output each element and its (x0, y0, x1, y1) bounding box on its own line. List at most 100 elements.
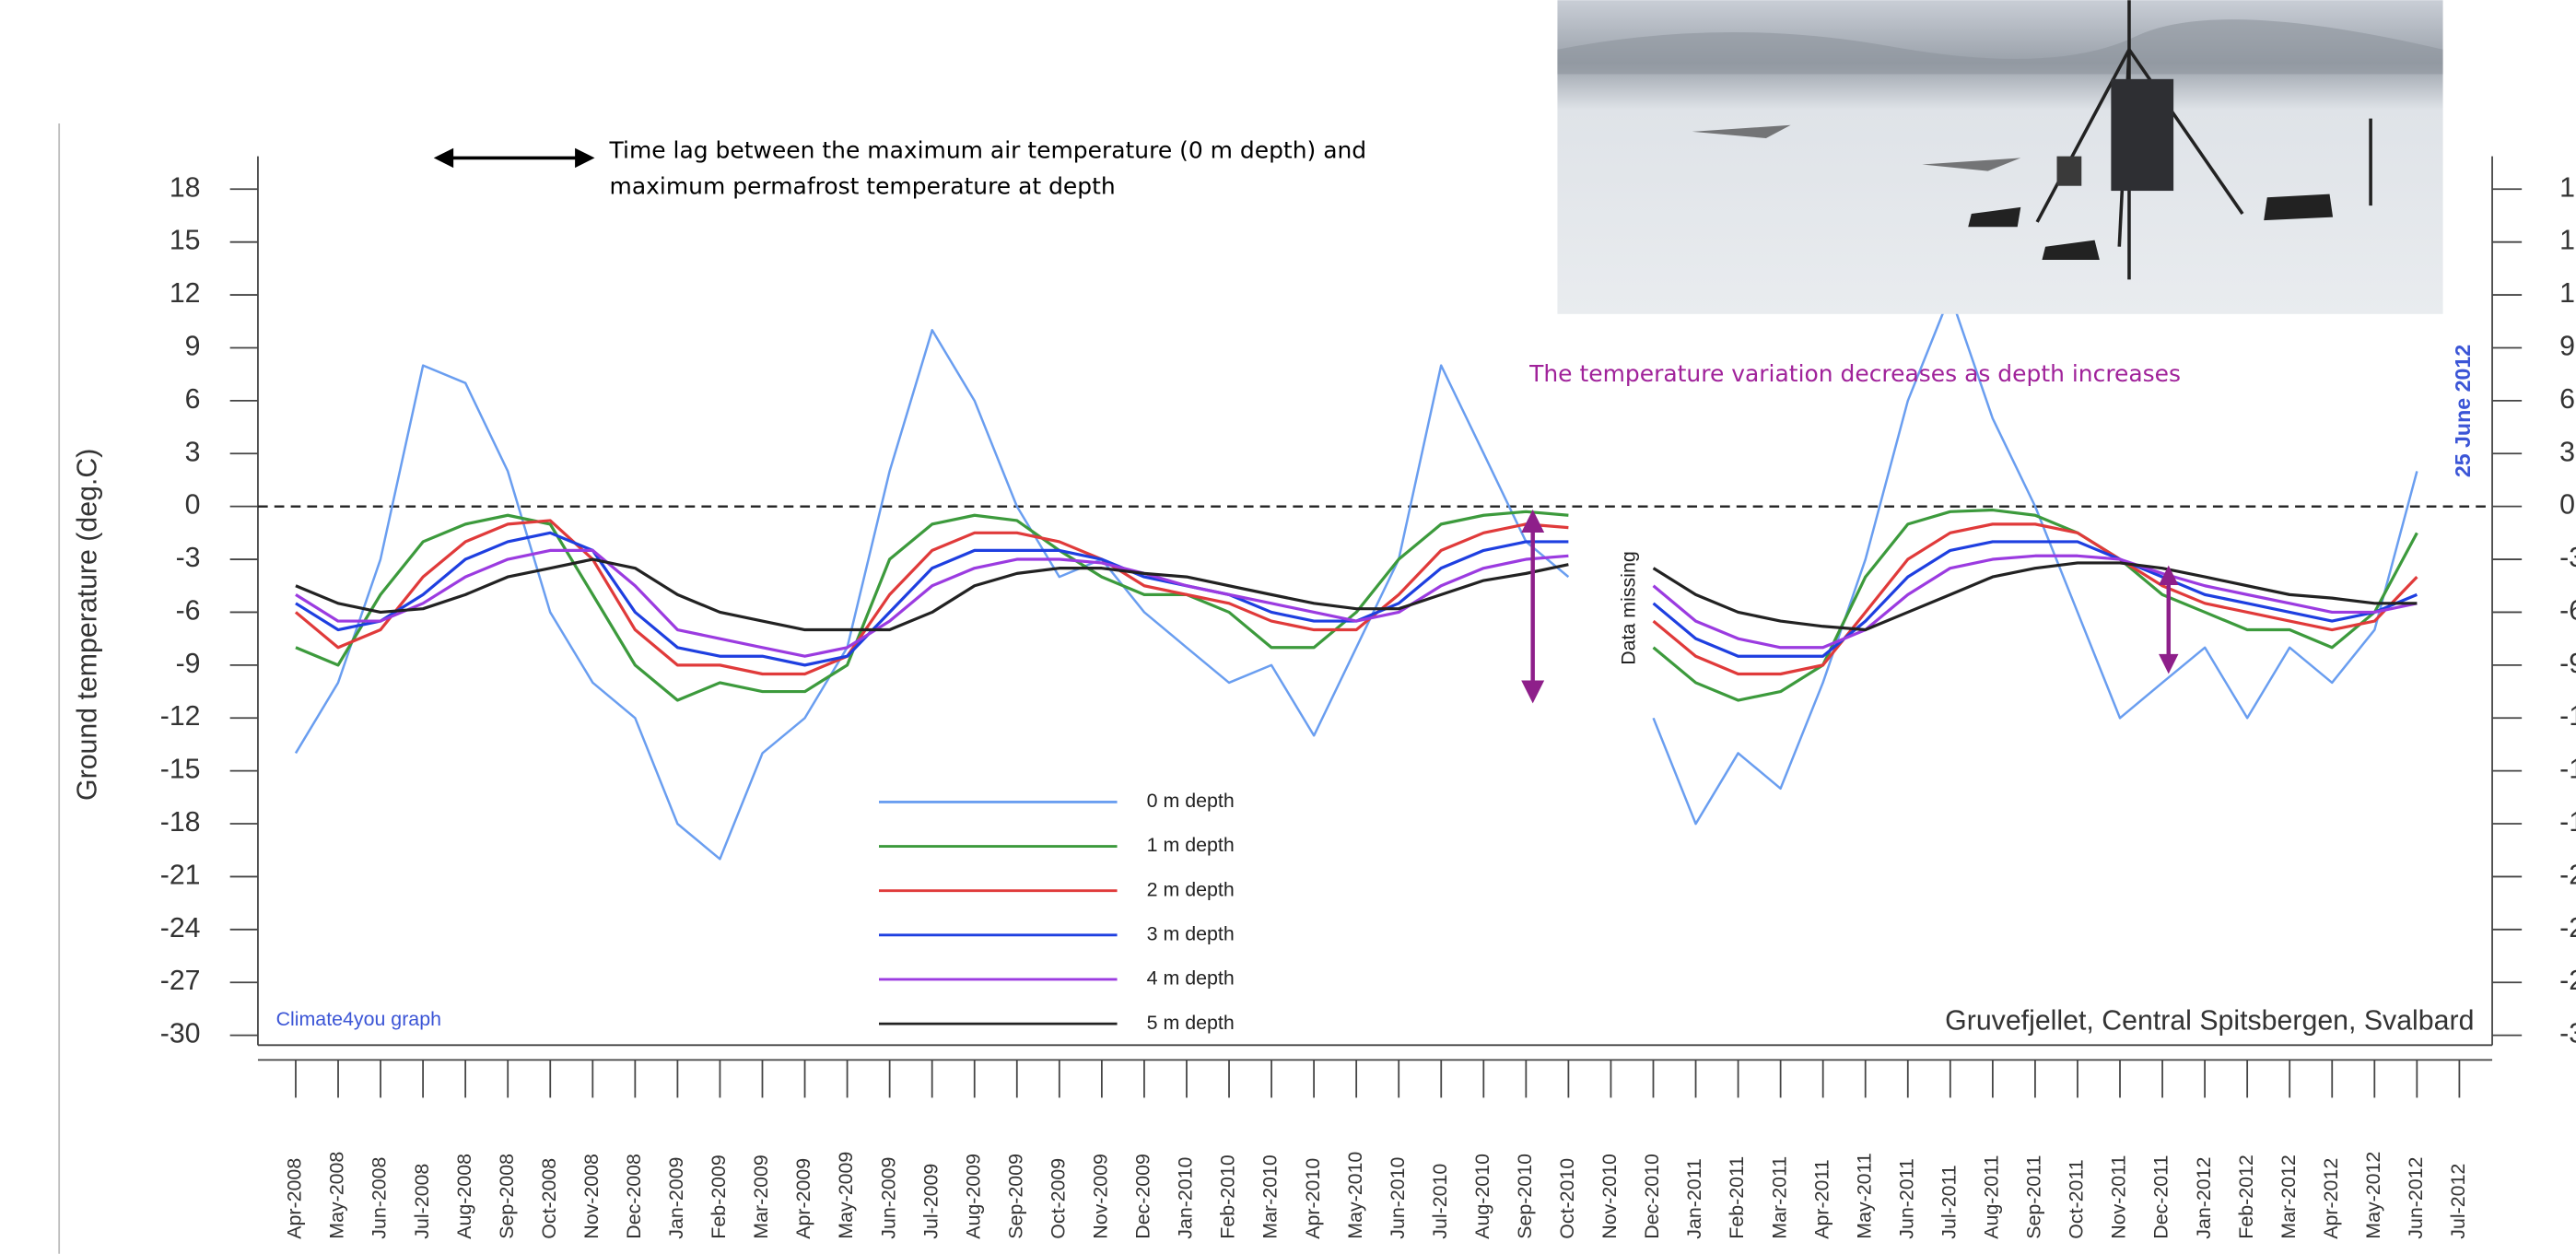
x-tick-label: Jun-2011 (1895, 1158, 1917, 1239)
x-tick-label: May-2011 (1853, 1153, 1875, 1238)
y-tick-label-right: 15 (2559, 226, 2576, 256)
x-tick-label: Sep-2008 (496, 1154, 518, 1239)
y-tick-label-right: -12 (2559, 701, 2576, 732)
y-tick-label-right: -6 (2559, 595, 2576, 626)
x-tick-label: Sep-2009 (1004, 1154, 1026, 1239)
y-tick-label: 18 (170, 172, 201, 203)
legend-label: 1 m depth (1147, 834, 1235, 856)
gap-note: Data missing (1618, 551, 1640, 665)
x-tick-label: Oct-2008 (538, 1158, 560, 1239)
x-tick-label: Jan-2011 (1683, 1158, 1705, 1239)
y-tick-label-right: -30 (2559, 1019, 2576, 1049)
y-tick-label: -30 (160, 1019, 201, 1049)
annotation: The temperature variation decreases as d… (1528, 360, 2181, 387)
y-tick-label: -3 (176, 543, 201, 573)
x-tick-label: Dec-2010 (1641, 1154, 1663, 1239)
x-tick-label: Jul-2010 (1429, 1164, 1451, 1239)
x-tick-label: Nov-2008 (580, 1154, 603, 1239)
x-tick-label: Nov-2009 (1090, 1154, 1112, 1239)
chart: Ground temperature (deg.C) Time lag betw… (0, 0, 2576, 1254)
x-tick-label: Sep-2011 (2023, 1155, 2045, 1239)
y-tick-label: 15 (170, 226, 201, 256)
y-tick-label-right: -21 (2559, 860, 2576, 890)
y-tick-label-right: 3 (2559, 437, 2575, 467)
series-line (296, 510, 2417, 700)
x-tick-label: Apr-2008 (284, 1158, 306, 1239)
x-tick-label: Oct-2009 (1047, 1158, 1069, 1239)
y-tick-label: -27 (160, 966, 201, 996)
x-tick-label: May-2012 (2362, 1152, 2384, 1239)
y-tick-label: 6 (185, 384, 201, 415)
x-tick-label: Feb-2012 (2235, 1154, 2257, 1239)
legend-label: 5 m depth (1147, 1012, 1235, 1034)
x-tick-label: Aug-2011 (1981, 1155, 2003, 1239)
x-tick-label: Mar-2012 (2277, 1154, 2300, 1238)
y-axis-label: Ground temperature (deg.C) (72, 449, 102, 801)
y-tick-label-right: -9 (2559, 649, 2576, 679)
y-tick-label: 0 (185, 490, 201, 521)
y-tick-label: -15 (160, 755, 201, 785)
legend-label: 0 m depth (1147, 790, 1235, 812)
photo (1557, 0, 2442, 314)
x-tick-label: Dec-2011 (2150, 1155, 2172, 1239)
x-tick-label: Sep-2010 (1514, 1154, 1536, 1239)
legend-label: 4 m depth (1147, 967, 1235, 990)
source: Climate4you graph (276, 1008, 441, 1030)
x-tick-label: Feb-2009 (708, 1154, 730, 1239)
y-tick-label-right: -15 (2559, 755, 2576, 785)
x-tick-label: Jun-2009 (877, 1157, 899, 1239)
y-tick-label: -12 (160, 701, 201, 732)
x-tick-label: Mar-2010 (1259, 1154, 1282, 1239)
x-tick-label: Dec-2008 (623, 1154, 645, 1239)
y-tick-label-right: 0 (2559, 490, 2575, 521)
annotation: maximum permafrost temperature at depth (610, 173, 1116, 200)
y-tick-label-right: 6 (2559, 384, 2575, 415)
y-tick-label-right: -24 (2559, 913, 2576, 943)
y-tick-label-right: -27 (2559, 966, 2576, 996)
series-line (296, 550, 2417, 656)
x-tick-label: Mar-2009 (750, 1154, 772, 1238)
x-tick-label: May-2008 (326, 1152, 348, 1239)
y-tick-label: 9 (185, 331, 201, 361)
page: {"chart_data": { "type": "line", "y_axis… (0, 0, 2576, 1254)
y-tick-label: -21 (160, 860, 201, 890)
legend-label: 3 m depth (1147, 922, 1235, 944)
x-tick-label: Feb-2011 (1726, 1156, 1748, 1239)
x-tick-label: Oct-2010 (1556, 1158, 1578, 1239)
y-tick-label-right: -18 (2559, 807, 2576, 838)
series-line (296, 521, 2417, 674)
x-tick-label: Jul-2008 (411, 1164, 433, 1239)
x-tick-label: Apr-2011 (1810, 1159, 1832, 1238)
y-tick-label: 3 (185, 437, 201, 467)
legend-label: 2 m depth (1147, 878, 1235, 900)
y-tick-label: 12 (170, 278, 201, 309)
x-tick-label: Jun-2012 (2405, 1157, 2427, 1239)
x-tick-label: May-2009 (835, 1152, 857, 1239)
x-tick-label: Apr-2010 (1302, 1158, 1324, 1239)
y-tick-label-right: -3 (2559, 543, 2576, 573)
annotation: Time lag between the maximum air tempera… (609, 136, 1367, 163)
x-tick-label: Jul-2012 (2447, 1164, 2469, 1239)
y-tick-label: -24 (160, 913, 201, 943)
y-tick-label: -9 (176, 649, 201, 679)
x-tick-label: Feb-2010 (1217, 1154, 1239, 1239)
time-lag-arrow (434, 148, 595, 168)
x-tick-label: Jan-2010 (1175, 1156, 1197, 1238)
x-tick-label: May-2010 (1344, 1152, 1366, 1239)
x-tick-label: Aug-2008 (453, 1154, 475, 1239)
x-tick-label: Dec-2009 (1132, 1154, 1154, 1239)
y-tick-label: -18 (160, 807, 201, 838)
x-tick-label: Jan-2009 (665, 1157, 687, 1239)
y-tick-label-right: 12 (2559, 278, 2576, 309)
x-tick-label: Oct-2011 (2066, 1159, 2088, 1238)
x-tick-label: Jul-2011 (1938, 1165, 1960, 1238)
x-tick-label: Nov-2010 (1598, 1154, 1621, 1239)
x-tick-label: Jun-2010 (1387, 1156, 1409, 1238)
location: Gruvefjellet, Central Spitsbergen, Svalb… (1945, 1005, 2474, 1036)
x-tick-label: Aug-2010 (1471, 1154, 1493, 1239)
y-tick-label: -6 (176, 595, 201, 626)
x-tick-label: Jul-2009 (919, 1164, 942, 1239)
x-tick-label: Apr-2012 (2320, 1158, 2342, 1239)
x-tick-label: Mar-2011 (1768, 1156, 1790, 1239)
x-tick-label: Nov-2011 (2108, 1155, 2130, 1239)
